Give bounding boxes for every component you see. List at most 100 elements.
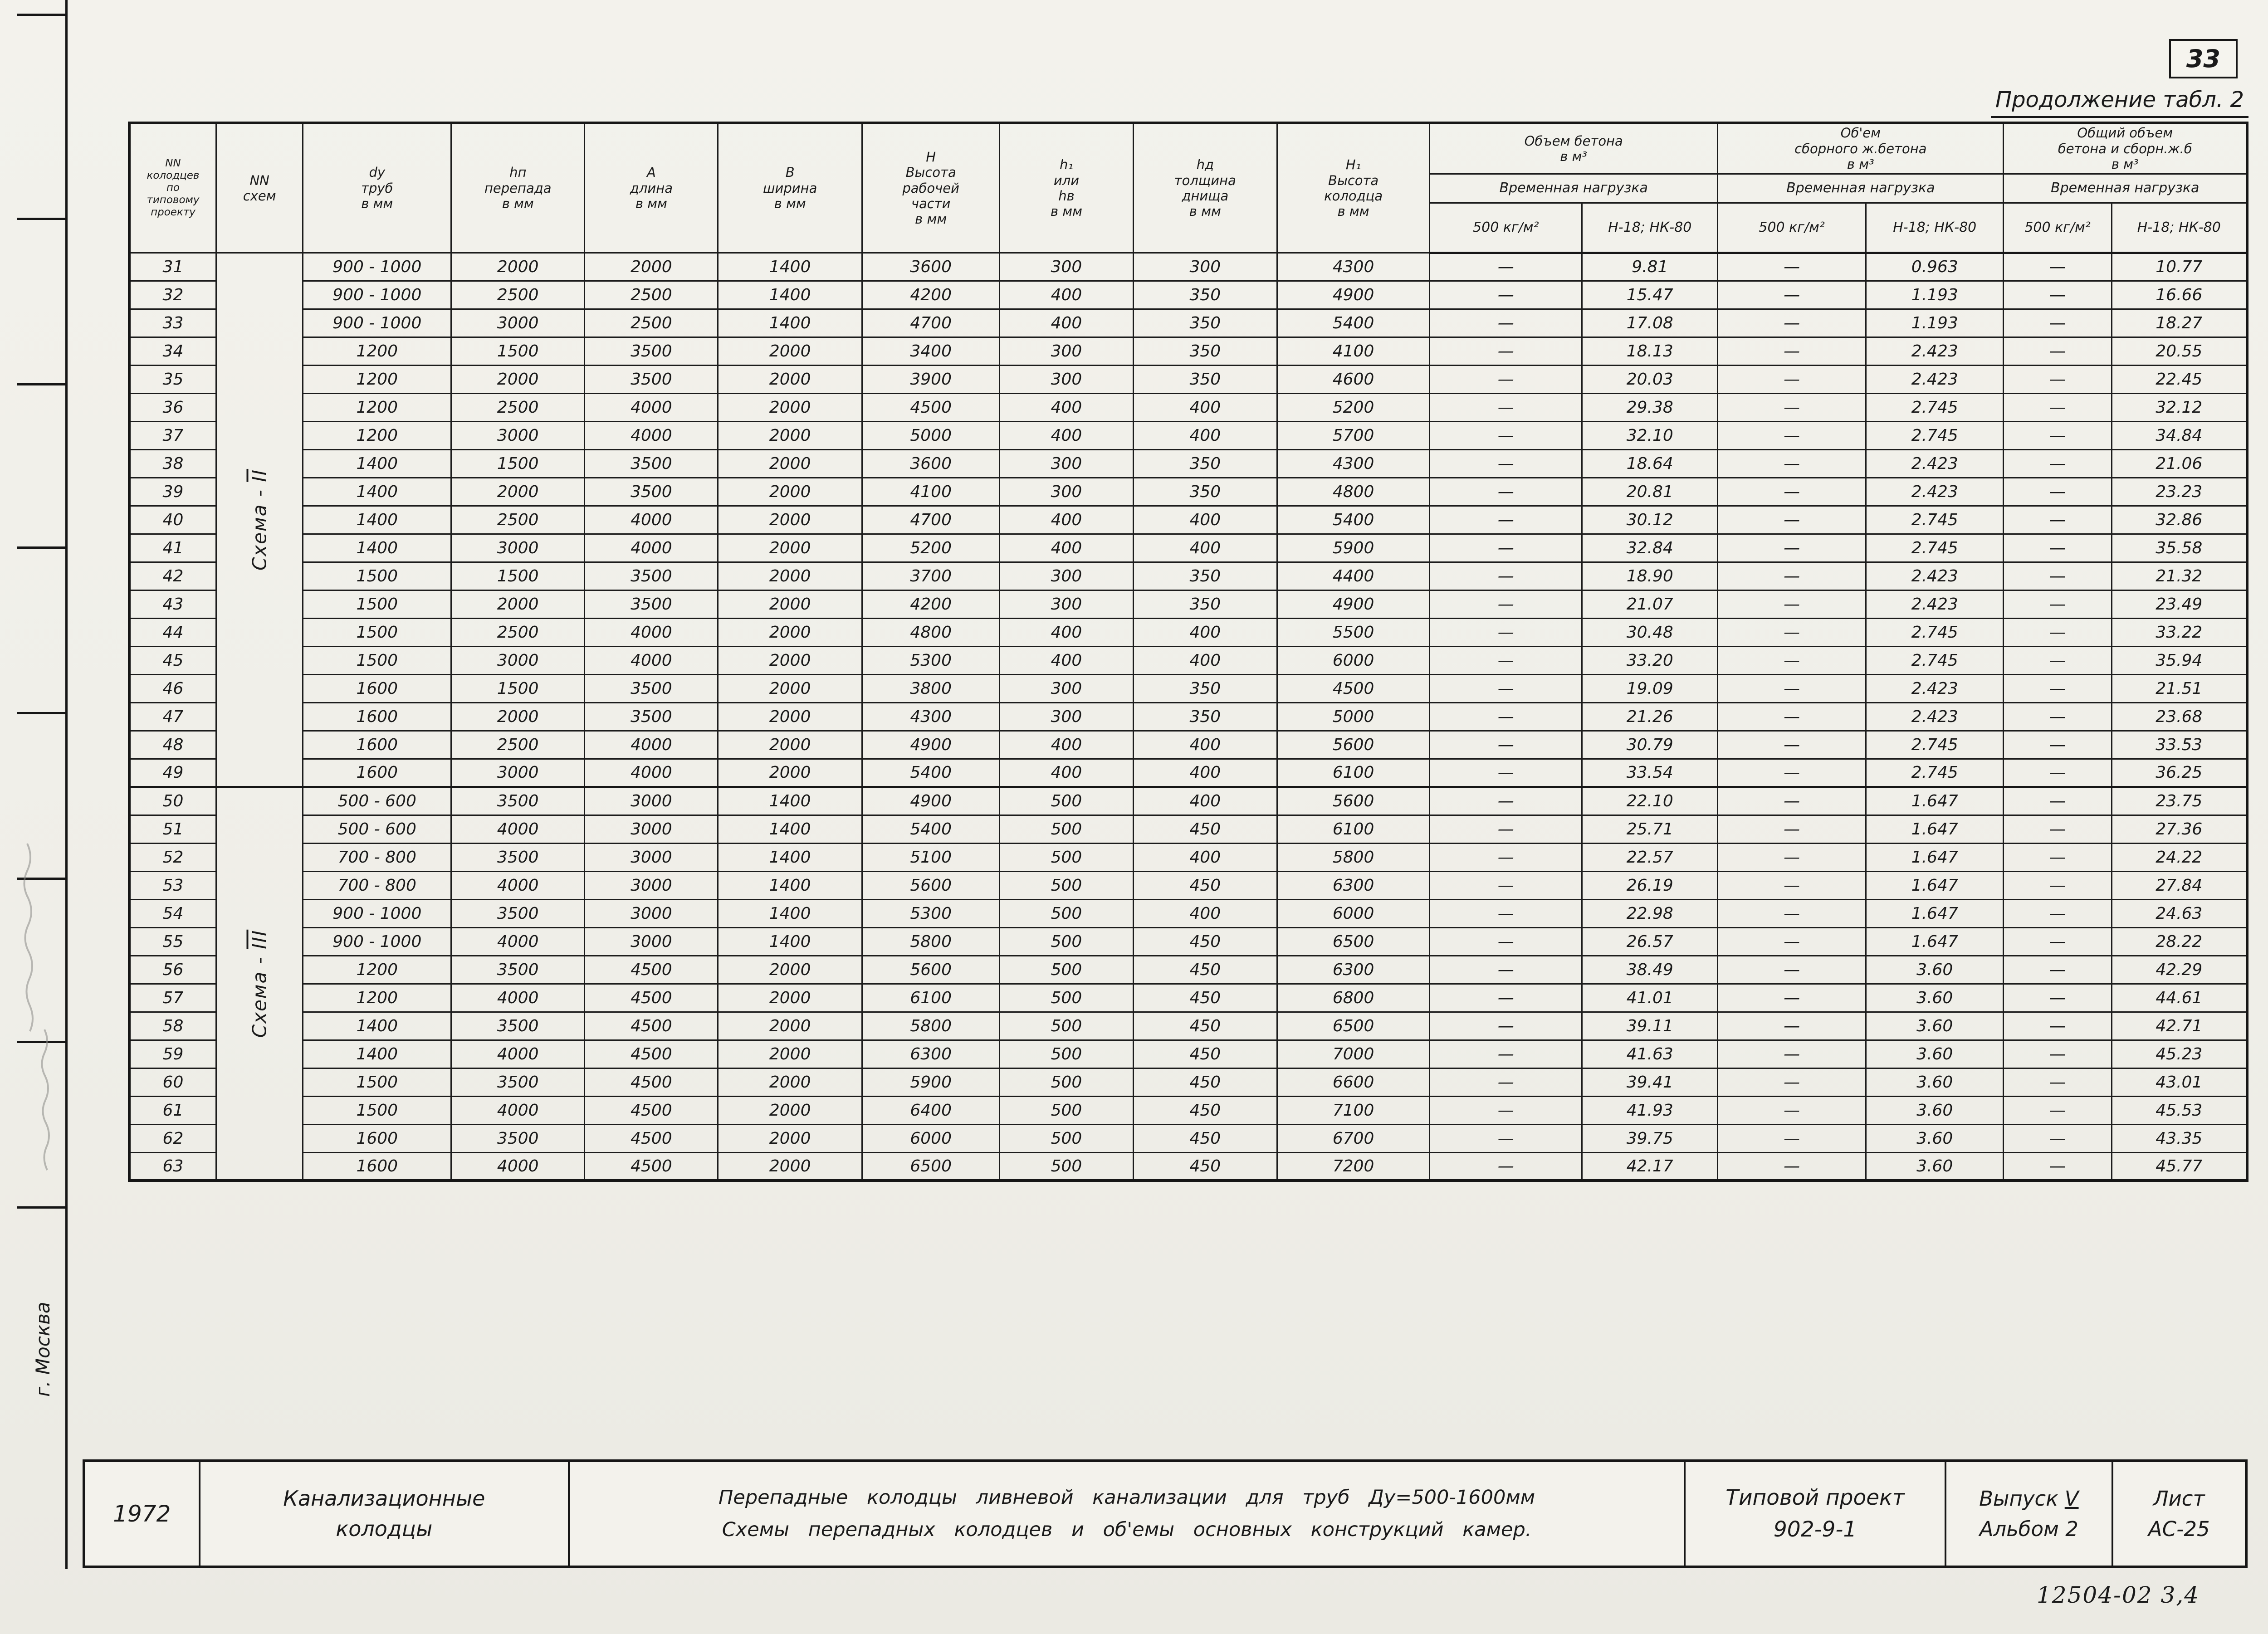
data-cell: 2000 [717, 617, 863, 647]
data-cell: — [2003, 477, 2112, 507]
data-cell: 900 - 1000 [302, 898, 452, 928]
data-cell: 2000 [717, 477, 863, 507]
manhole-table: NN колодцев по типовому проекту NN схем … [128, 122, 2248, 1182]
data-cell: 2000 [717, 533, 863, 563]
table-row: 37 1200 3000 4000 2000 5000 400 400 5700—32.10—2… [128, 420, 2248, 450]
data-cell: 3500 [584, 702, 719, 732]
data-cell: 450 [1132, 983, 1278, 1013]
data-cell: 38.49 [1581, 955, 1719, 985]
data-cell: — [1429, 1151, 1583, 1181]
header-scheme-number: NN схем [215, 122, 304, 254]
data-cell: — [1717, 673, 1867, 703]
data-cell: — [1429, 308, 1583, 338]
data-cell: 1400 [717, 898, 863, 928]
data-cell: 6100 [861, 983, 1001, 1013]
header-temp-load: Временная нагрузка [2003, 173, 2248, 204]
data-cell: 22.57 [1581, 842, 1719, 872]
data-cell: — [1429, 449, 1583, 478]
data-cell: 300 [999, 364, 1134, 394]
data-cell: 39.75 [1581, 1123, 1719, 1153]
data-cell: 1500 [302, 561, 452, 591]
fold-mark [17, 1041, 66, 1043]
data-cell: 1200 [302, 983, 452, 1013]
data-cell: 3000 [584, 814, 719, 844]
data-cell: 1600 [302, 673, 452, 703]
data-cell: 5400 [861, 758, 1001, 788]
data-cell: — [2003, 1039, 2112, 1069]
data-cell: — [1717, 1011, 1867, 1041]
data-cell: 300 [999, 449, 1134, 478]
data-cell: — [1717, 364, 1867, 394]
table-row: 40 1400 2500 4000 2000 4700 400 400 5400—30.12—2… [128, 505, 2248, 535]
data-cell: 2000 [717, 561, 863, 591]
data-cell: 500 [999, 1123, 1134, 1153]
data-cell: — [1717, 420, 1867, 450]
header-load-h18: Н-18; НК-80 [1581, 202, 1719, 254]
data-cell: 400 [999, 758, 1134, 788]
data-cell: 3.60 [1865, 1151, 2004, 1181]
data-cell: 4300 [861, 702, 1001, 732]
data-cell: 4900 [1276, 589, 1431, 619]
data-cell: 2.745 [1865, 617, 2004, 647]
data-cell: 400 [1132, 785, 1278, 816]
data-cell: 27.84 [2111, 870, 2248, 900]
table-row: 38 1400 1500 3500 2000 3600 300 350 4300—18.64—2… [128, 449, 2248, 478]
data-cell: — [1429, 1123, 1583, 1153]
data-cell: — [2003, 730, 2112, 760]
sheet-number: АС-25 [2148, 1517, 2210, 1541]
data-cell: 32.84 [1581, 533, 1719, 563]
data-cell: 3.60 [1865, 955, 2004, 985]
data-cell: 400 [999, 308, 1134, 338]
data-cell: 1600 [302, 1123, 452, 1153]
data-cell: — [2003, 280, 2112, 310]
data-cell: 3.60 [1865, 1011, 2004, 1041]
data-cell: 1400 [302, 1011, 452, 1041]
data-cell: 500 [999, 927, 1134, 956]
table-row: 63 1600 4000 4500 2000 6500 500 450 7200—42.17—3… [128, 1151, 2248, 1181]
data-cell: — [1717, 955, 1867, 985]
data-cell: 400 [1132, 645, 1278, 675]
row-number-cell: 47 [128, 702, 217, 732]
data-cell: 500 [999, 955, 1134, 985]
data-cell: — [1429, 673, 1583, 703]
data-cell: 4000 [584, 392, 719, 422]
table-row: 61 1500 4000 4500 2000 6400 500 450 7100—41.93—3… [128, 1095, 2248, 1125]
data-cell: 2000 [717, 702, 863, 732]
album-label: Альбом 2 [1979, 1517, 2078, 1541]
data-cell: 350 [1132, 561, 1278, 591]
data-cell: 22.98 [1581, 898, 1719, 928]
project-number: 902-9-1 [1773, 1517, 1857, 1542]
data-cell: 2.745 [1865, 420, 2004, 450]
data-cell: — [2003, 1011, 2112, 1041]
data-cell: 3500 [450, 842, 586, 872]
data-cell: — [2003, 364, 2112, 394]
table-row: 45 1500 3000 4000 2000 5300 400 400 6000—33.20—2… [128, 645, 2248, 675]
data-cell: 27.36 [2111, 814, 2248, 844]
data-cell: 3000 [450, 645, 586, 675]
data-cell: 20.03 [1581, 364, 1719, 394]
data-cell: 3500 [450, 898, 586, 928]
data-cell: 4000 [450, 1095, 586, 1125]
data-cell: 400 [999, 420, 1134, 450]
data-cell: 1200 [302, 955, 452, 985]
data-cell: 4000 [584, 730, 719, 760]
data-cell: 500 [999, 898, 1134, 928]
row-number-cell: 51 [128, 814, 217, 844]
data-cell: 5600 [1276, 785, 1431, 816]
data-cell: 1400 [717, 785, 863, 816]
data-cell: 16.66 [2111, 280, 2248, 310]
data-cell: 1.193 [1865, 280, 2004, 310]
data-cell: 43.35 [2111, 1123, 2248, 1153]
data-cell: 35.58 [2111, 533, 2248, 563]
data-cell: 21.07 [1581, 589, 1719, 619]
data-cell: 32.86 [2111, 505, 2248, 535]
data-cell: 1.647 [1865, 842, 2004, 872]
data-cell: 6300 [861, 1039, 1001, 1069]
data-cell: 23.23 [2111, 477, 2248, 507]
data-cell: 2.745 [1865, 505, 2004, 535]
data-cell: 6800 [1276, 983, 1431, 1013]
data-cell: — [2003, 927, 2112, 956]
data-cell: — [1429, 561, 1583, 591]
data-cell: 350 [1132, 449, 1278, 478]
row-number-cell: 31 [128, 252, 217, 282]
